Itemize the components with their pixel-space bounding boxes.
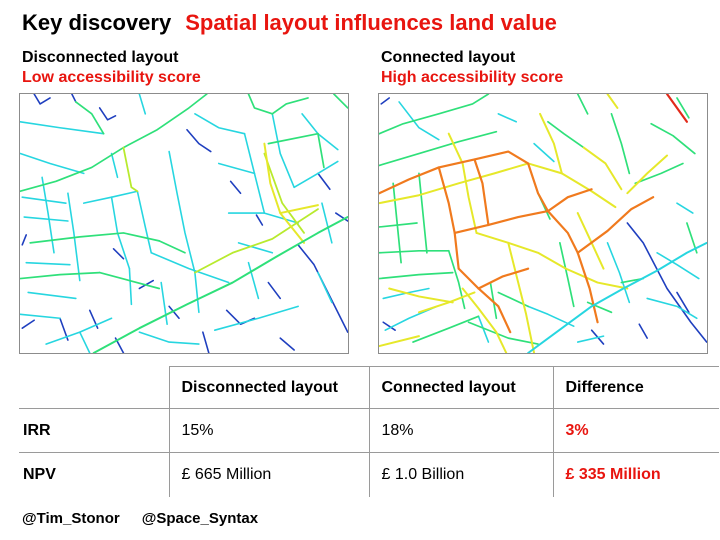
difference-cell: 3% xyxy=(552,408,719,453)
panel-title: Disconnected layout xyxy=(22,49,179,66)
street-network-diagram xyxy=(379,94,707,353)
table-header-cell: Connected layout xyxy=(368,366,554,409)
row-label: IRR xyxy=(19,408,170,453)
panel-title: Connected layout xyxy=(381,49,516,66)
table-row: IRR 15% 18% 3% xyxy=(19,408,719,453)
table-cell: £ 1.0 Billion xyxy=(368,452,554,497)
table-header-cell xyxy=(19,366,170,409)
table-header-cell: Disconnected layout xyxy=(168,366,370,409)
street-network-diagram xyxy=(20,94,348,353)
table-row: NPV £ 665 Million £ 1.0 Billion £ 335 Mi… xyxy=(19,452,719,497)
panel-heading-disconnected: Disconnected layout Low accessibility sc… xyxy=(22,48,201,88)
table-cell: £ 665 Million xyxy=(168,452,370,497)
table-header-cell: Difference xyxy=(552,366,719,409)
panel-subtitle: Low accessibility score xyxy=(22,69,201,86)
table-cell: 18% xyxy=(368,408,554,453)
results-table: Disconnected layout Connected layout Dif… xyxy=(19,366,719,497)
difference-cell: £ 335 Million xyxy=(552,452,719,497)
connected-street-map xyxy=(378,93,708,354)
title-text: Spatial layout influences land value xyxy=(185,10,557,35)
credits: @Tim_Stonor @Space_Syntax xyxy=(22,510,258,527)
table-header-row: Disconnected layout Connected layout Dif… xyxy=(19,366,719,409)
row-label: NPV xyxy=(19,452,170,497)
panel-subtitle: High accessibility score xyxy=(381,69,564,86)
credit-handle: @Space_Syntax xyxy=(141,510,259,527)
panel-heading-connected: Connected layout High accessibility scor… xyxy=(381,48,563,88)
title-label: Key discovery xyxy=(22,10,172,35)
disconnected-street-map xyxy=(19,93,349,354)
credit-handle: @Tim_Stonor xyxy=(22,510,120,527)
slide-title: Key discovery Spatial layout influences l… xyxy=(22,10,557,36)
table-cell: 15% xyxy=(168,408,370,453)
